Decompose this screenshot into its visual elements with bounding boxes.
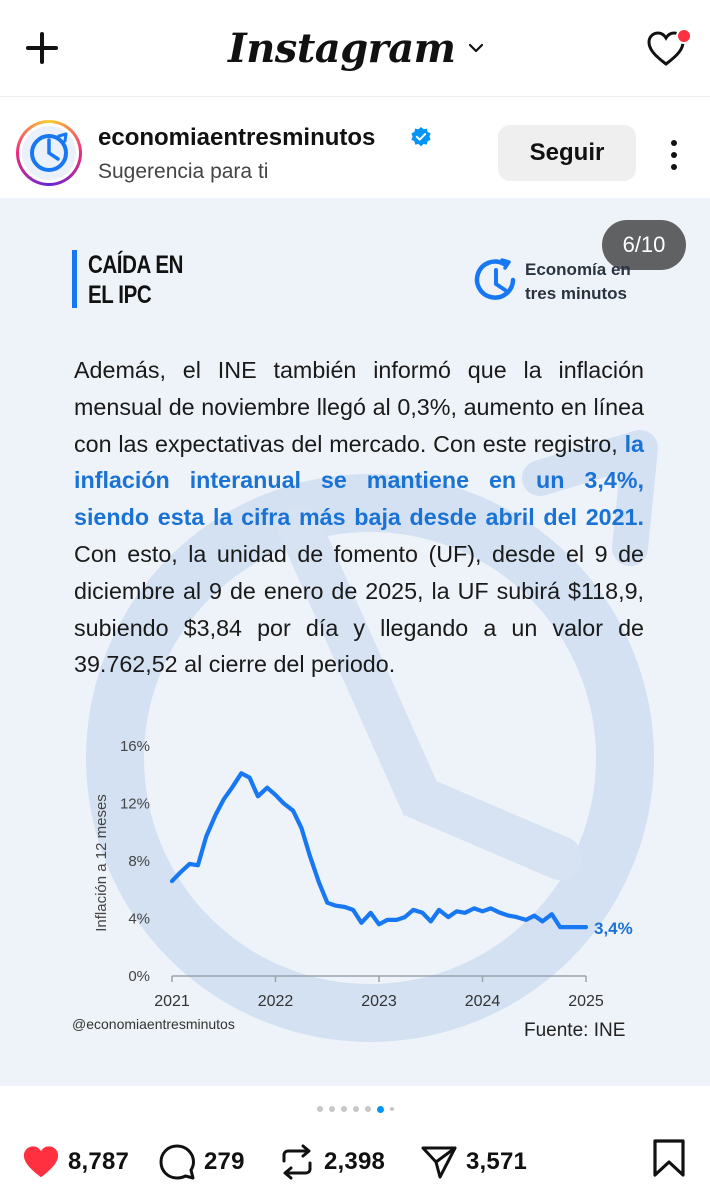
heart-filled-icon <box>23 1146 59 1178</box>
avatar-image <box>22 126 76 180</box>
x-tick-label: 2021 <box>154 993 190 1010</box>
comment-bubble-icon <box>159 1144 195 1180</box>
source-label: Fuente: INE <box>524 1020 626 1041</box>
repost-icon <box>282 1144 312 1180</box>
top-bar: Instagram <box>0 0 710 96</box>
paragraph-text: Con esto, la unidad de fomento (UF), des… <box>74 540 644 678</box>
paragraph-highlight: la inflación interanual se mantiene en u… <box>74 430 644 531</box>
y-tick-label: 16% <box>120 738 150 755</box>
carousel-dot <box>340 1106 347 1112</box>
likes-count: 8,787 <box>68 1148 130 1175</box>
more-vertical-icon[interactable] <box>662 138 686 172</box>
like-button[interactable]: 8,787 <box>22 1142 129 1182</box>
chevron-down-icon[interactable] <box>466 38 486 58</box>
post-header: economiaentresminutos Sugerencia para ti… <box>0 100 710 198</box>
y-tick-label: 8% <box>128 853 150 870</box>
instagram-logo[interactable]: Instagram <box>228 18 486 78</box>
carousel-dots <box>0 1102 710 1116</box>
bookmark-icon[interactable] <box>652 1138 686 1178</box>
post-paragraph: Además, el INE también informó que la in… <box>74 352 644 683</box>
clock-logo-icon <box>474 258 516 300</box>
account-handle: @economiaentresminutos <box>72 1016 235 1032</box>
avatar[interactable] <box>16 120 82 186</box>
slide-counter: 6/10 <box>602 220 686 270</box>
carousel-dot <box>328 1106 335 1112</box>
verified-badge-icon <box>411 127 431 147</box>
carousel-dot <box>376 1105 384 1113</box>
post-image[interactable]: 6/10 CAÍDA EN EL IPC Economía en tres mi… <box>0 198 710 1086</box>
y-tick-label: 12% <box>120 796 150 813</box>
inflation-chart: 16% 12% 8% 4% 0%2021 2022 2023 2024 2025 Inflació… <box>93 738 633 1010</box>
carousel-dot <box>364 1106 371 1112</box>
top-divider <box>0 96 710 97</box>
paragraph-text: Además, el INE también informó que la in… <box>74 357 644 457</box>
shares-count: 3,571 <box>466 1148 528 1175</box>
plus-icon[interactable] <box>22 28 62 68</box>
y-tick-label: 4% <box>128 911 150 928</box>
repost-button[interactable]: 2,398 <box>278 1142 385 1182</box>
title-accent-bar <box>72 250 77 308</box>
section-title: CAÍDA EN EL IPC <box>88 251 184 309</box>
end-value-label: 3,4% <box>594 919 633 938</box>
clock-logo-icon <box>30 131 68 172</box>
follow-button[interactable]: Seguir <box>498 125 636 181</box>
send-icon <box>421 1146 457 1179</box>
y-axis-label: Inflación a 12 meses <box>93 794 110 932</box>
y-tick-label: 0% <box>128 968 150 985</box>
action-bar: 8,787 279 2,398 3,571 <box>0 1130 710 1190</box>
x-tick-label: 2022 <box>258 993 294 1010</box>
x-tick-label: 2023 <box>361 993 397 1010</box>
suggestion-label: Sugerencia para ti <box>98 160 269 183</box>
carousel-dot <box>389 1107 394 1111</box>
username[interactable]: economiaentresminutos <box>98 124 376 151</box>
comment-button[interactable]: 279 <box>158 1142 245 1182</box>
series-line <box>169 771 589 930</box>
share-button[interactable]: 3,571 <box>420 1142 527 1182</box>
background-clock-watermark <box>86 430 658 1042</box>
comments-count: 279 <box>204 1148 245 1175</box>
app-title: Instagram <box>228 24 456 72</box>
carousel-dot <box>352 1106 359 1112</box>
carousel-dot <box>316 1106 323 1112</box>
x-tick-label: 2025 <box>568 993 604 1010</box>
brand-name: Economía en tres minutos <box>525 260 631 303</box>
reposts-count: 2,398 <box>324 1148 386 1175</box>
x-tick-label: 2024 <box>465 993 501 1010</box>
notification-dot <box>676 28 692 44</box>
